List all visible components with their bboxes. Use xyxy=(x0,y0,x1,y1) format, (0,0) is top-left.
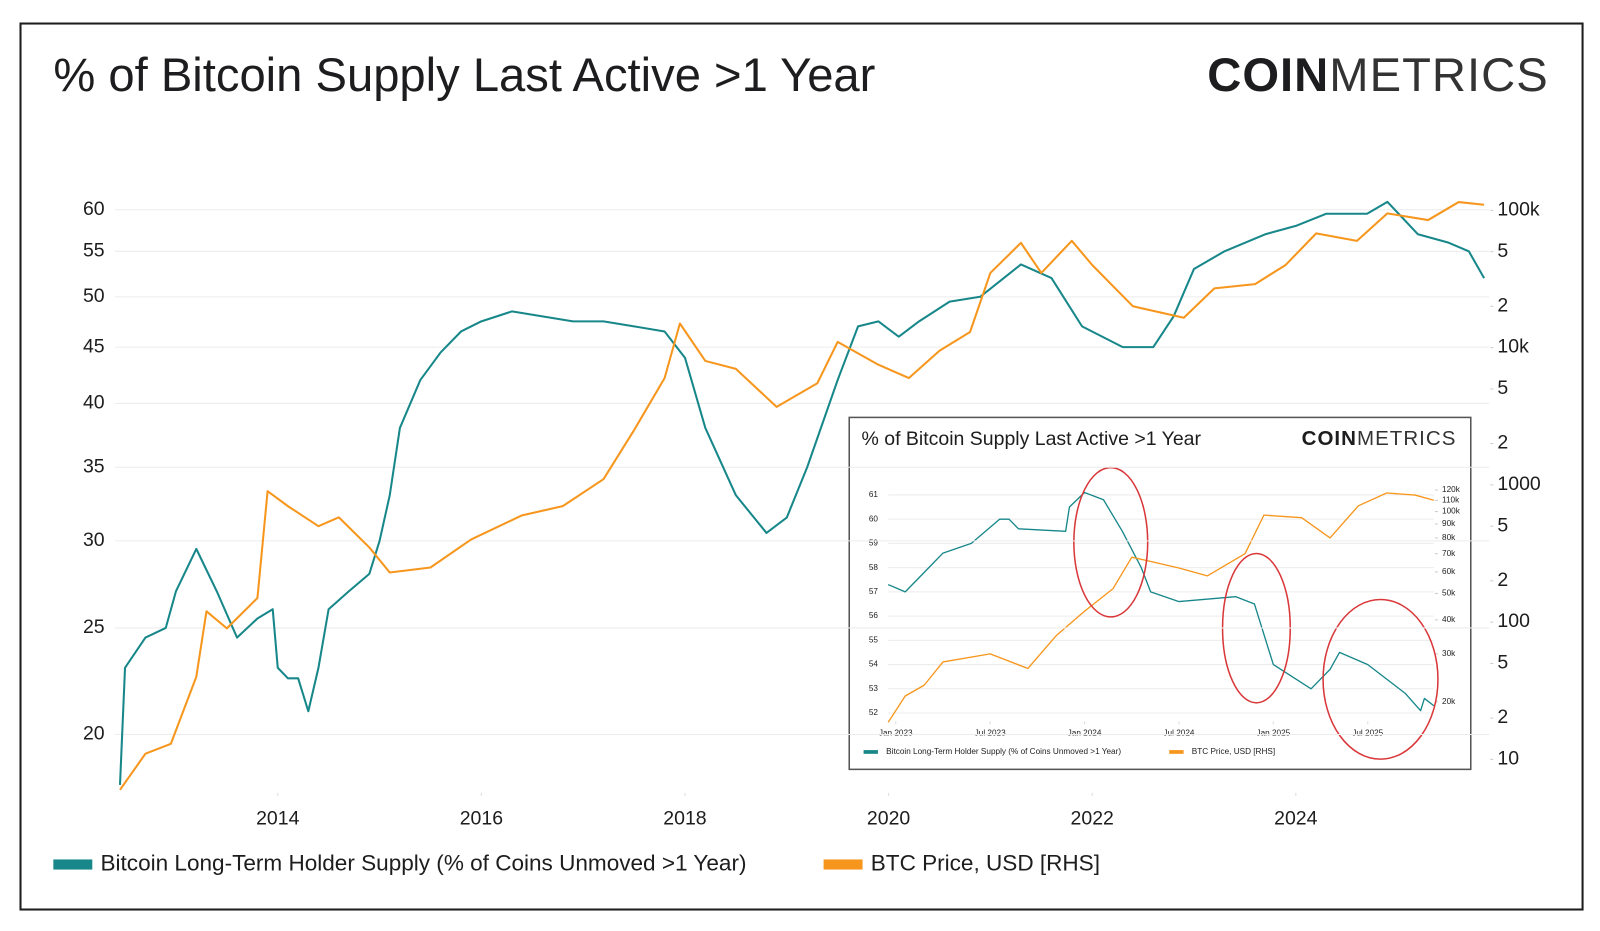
series-line xyxy=(887,492,1435,723)
x-tick-label: Jan 2025 xyxy=(1256,729,1290,738)
legend-label: BTC Price, USD [RHS] xyxy=(1192,747,1275,756)
y2-tick-label: 20k xyxy=(1442,697,1456,706)
y2-tick-label: 2 xyxy=(1497,706,1508,728)
y-tick-label: 60 xyxy=(83,198,105,220)
y-tick-label: 55 xyxy=(83,239,105,261)
y-tick-label: 25 xyxy=(83,616,105,638)
y-tick-label: 45 xyxy=(83,335,105,357)
y2-tick-label: 100k xyxy=(1442,507,1461,516)
y-tick-label: 30 xyxy=(83,529,105,551)
y2-tick-label: 5 xyxy=(1497,652,1508,674)
y-tick-label: 20 xyxy=(83,723,105,745)
legend-swatch xyxy=(1169,750,1184,754)
inset: % of Bitcoin Supply Last Active >1 Year C… xyxy=(862,427,1461,756)
series-line xyxy=(119,201,1485,791)
brand-bold: COIN xyxy=(1207,48,1329,101)
y2-tick-label: 30k xyxy=(1442,649,1456,658)
y-tick-label: 55 xyxy=(869,635,879,644)
legend-label: Bitcoin Long-Term Holder Supply (% of Co… xyxy=(886,747,1121,756)
y-tick-label: 52 xyxy=(869,708,879,717)
x-tick-label: 2014 xyxy=(256,808,300,830)
y2-tick-label: 2 xyxy=(1497,294,1508,316)
y-tick-label: 35 xyxy=(83,455,105,477)
y2-tick-label: 50k xyxy=(1442,589,1456,598)
y2-tick-label: 5 xyxy=(1497,377,1508,399)
brand-bold: COIN xyxy=(1302,427,1357,450)
y-tick-label: 59 xyxy=(869,539,879,548)
y2-tick-label: 1000 xyxy=(1497,473,1541,495)
legend-swatch xyxy=(863,750,878,754)
x-tick-label: Jul 2025 xyxy=(1352,729,1383,738)
brand-logo: COINMETRICS xyxy=(1207,48,1548,101)
y2-tick-label: 60k xyxy=(1442,567,1456,576)
y-tick-label: 53 xyxy=(869,684,879,693)
x-tick-label: Jul 2023 xyxy=(975,729,1006,738)
y2-tick-label: 2 xyxy=(1497,569,1508,591)
y2-tick-label: 2 xyxy=(1497,432,1508,454)
brand-logo: COINMETRICS xyxy=(1302,427,1457,450)
inset-frame xyxy=(848,416,1472,771)
brand-light: METRICS xyxy=(1357,427,1456,450)
y-tick-label: 60 xyxy=(869,514,879,523)
chart-title: % of Bitcoin Supply Last Active >1 Year xyxy=(53,48,875,101)
y2-tick-label: 40k xyxy=(1442,615,1456,624)
x-tick-label: Jan 2023 xyxy=(879,729,913,738)
x-tick-label: 2024 xyxy=(1274,808,1318,830)
y2-tick-label: 100k xyxy=(1497,199,1540,221)
x-tick-label: 2020 xyxy=(867,808,911,830)
x-tick-label: 2018 xyxy=(663,808,706,830)
x-tick-label: Jan 2024 xyxy=(1068,729,1102,738)
y2-tick-label: 110k xyxy=(1442,495,1460,504)
brand-light: METRICS xyxy=(1329,48,1548,101)
y2-tick-label: 10 xyxy=(1497,748,1519,770)
legend-label: Bitcoin Long-Term Holder Supply (% of Co… xyxy=(101,850,747,875)
y-tick-label: 56 xyxy=(869,611,879,620)
y2-tick-label: 10k xyxy=(1497,336,1529,358)
y2-tick-label: 100 xyxy=(1497,610,1530,632)
highlight-ellipse xyxy=(1322,598,1439,760)
chart-title: % of Bitcoin Supply Last Active >1 Year xyxy=(862,428,1202,450)
y-tick-label: 58 xyxy=(869,563,879,572)
y2-tick-label: 70k xyxy=(1442,549,1456,558)
y-tick-label: 54 xyxy=(869,660,879,669)
legend-swatch xyxy=(823,859,863,870)
y-tick-label: 57 xyxy=(869,587,879,596)
x-tick-label: 2016 xyxy=(460,808,503,830)
y2-tick-label: 80k xyxy=(1442,533,1456,542)
series-line xyxy=(118,200,1485,785)
series-line xyxy=(887,491,1435,712)
y2-tick-label: 90k xyxy=(1442,519,1456,528)
x-tick-label: Jul 2024 xyxy=(1163,729,1194,738)
y2-tick-label: 5 xyxy=(1497,514,1508,536)
y2-tick-label: 5 xyxy=(1497,240,1508,262)
y-tick-label: 61 xyxy=(869,490,879,499)
y-tick-label: 50 xyxy=(83,285,105,307)
legend-swatch xyxy=(53,859,93,870)
legend-label: BTC Price, USD [RHS] xyxy=(871,850,1100,875)
y-tick-label: 40 xyxy=(83,392,105,414)
x-tick-label: 2022 xyxy=(1071,808,1114,830)
y2-tick-label: 120k xyxy=(1442,485,1461,494)
